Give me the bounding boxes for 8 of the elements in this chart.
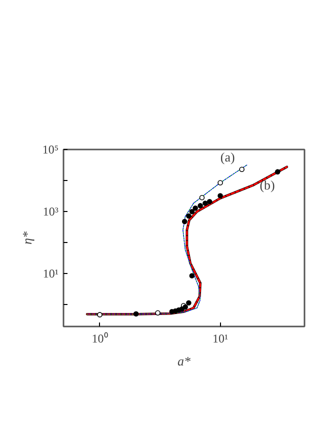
x-tick-label: 10⁰ [92,332,108,346]
series-label: (b) [260,177,275,192]
y-tick-label: 10⁵ [42,142,59,156]
y-tick-label: 10³ [42,204,59,219]
y-axis-title: η* [19,231,34,244]
y-tick-label: 10¹ [42,266,59,281]
series-label: (a) [220,150,235,165]
x-axis-title: a* [178,354,191,368]
